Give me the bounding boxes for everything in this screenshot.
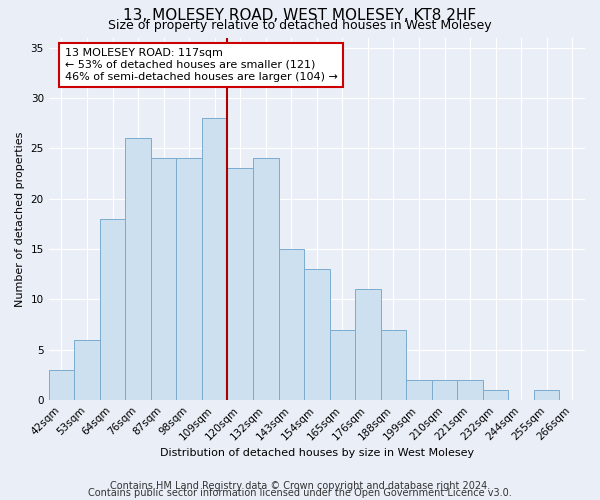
Bar xyxy=(380,330,406,400)
Bar xyxy=(74,340,100,400)
Bar xyxy=(176,158,202,400)
Bar xyxy=(49,370,74,400)
Bar xyxy=(406,380,432,400)
Text: Size of property relative to detached houses in West Molesey: Size of property relative to detached ho… xyxy=(108,19,492,32)
Bar xyxy=(329,330,355,400)
Bar xyxy=(534,390,559,400)
Bar xyxy=(151,158,176,400)
Bar xyxy=(457,380,483,400)
Bar xyxy=(202,118,227,400)
Text: Contains public sector information licensed under the Open Government Licence v3: Contains public sector information licen… xyxy=(88,488,512,498)
Y-axis label: Number of detached properties: Number of detached properties xyxy=(15,131,25,306)
Bar xyxy=(227,168,253,400)
Text: 13 MOLESEY ROAD: 117sqm
← 53% of detached houses are smaller (121)
46% of semi-d: 13 MOLESEY ROAD: 117sqm ← 53% of detache… xyxy=(65,48,338,82)
Bar xyxy=(278,249,304,400)
Bar xyxy=(253,158,278,400)
Bar xyxy=(483,390,508,400)
Bar xyxy=(432,380,457,400)
Bar xyxy=(355,290,380,400)
Bar xyxy=(125,138,151,400)
Bar xyxy=(304,269,329,400)
Text: Contains HM Land Registry data © Crown copyright and database right 2024.: Contains HM Land Registry data © Crown c… xyxy=(110,481,490,491)
Bar xyxy=(100,219,125,400)
Text: 13, MOLESEY ROAD, WEST MOLESEY, KT8 2HF: 13, MOLESEY ROAD, WEST MOLESEY, KT8 2HF xyxy=(124,8,476,22)
X-axis label: Distribution of detached houses by size in West Molesey: Distribution of detached houses by size … xyxy=(160,448,474,458)
